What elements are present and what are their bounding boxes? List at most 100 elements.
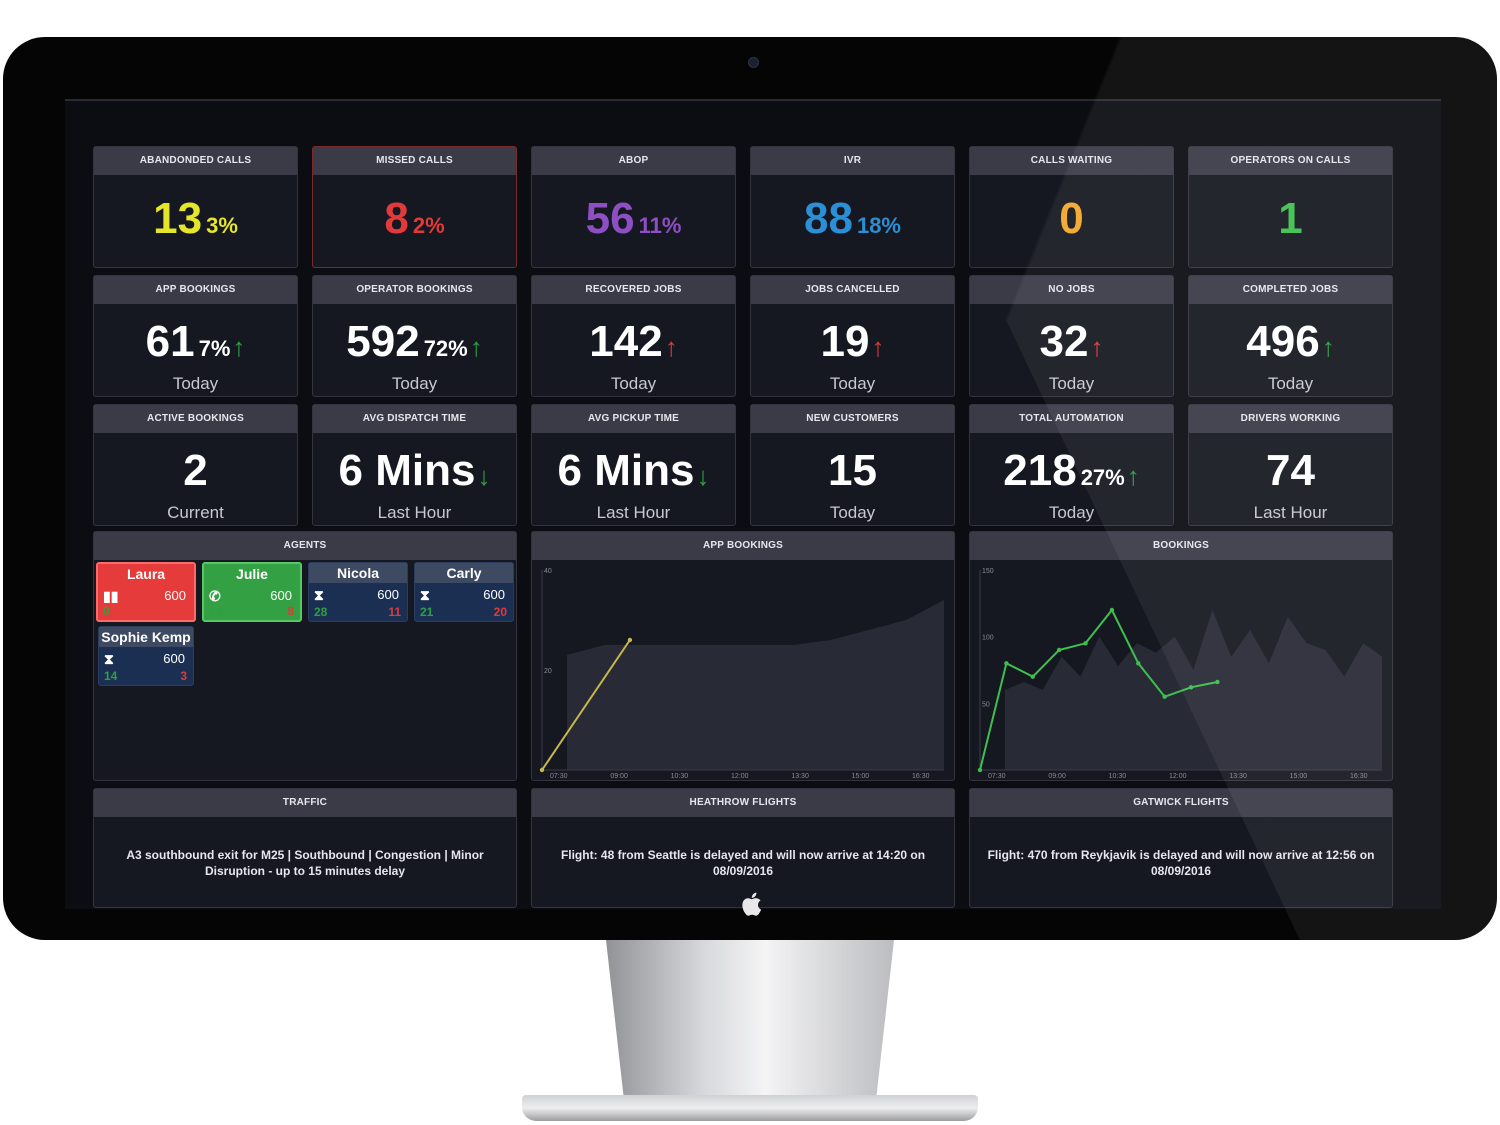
hourglass-icon: ⧗ bbox=[314, 587, 324, 603]
stat-tile[interactable]: IVR 88 18% bbox=[750, 146, 955, 268]
stat-tile[interactable]: AVG DISPATCH TIME 6 Mins↓ Last Hour bbox=[312, 404, 517, 526]
stat-title: AVG DISPATCH TIME bbox=[313, 405, 516, 433]
data-point bbox=[1188, 685, 1194, 690]
stat-value: 218 27%↑ bbox=[970, 449, 1173, 500]
stat-title: ABANDONDED CALLS bbox=[94, 147, 297, 175]
agent-card[interactable]: Carly ⧗ 600 21 20 bbox=[414, 562, 514, 622]
panel-title: AGENTS bbox=[94, 532, 516, 560]
stat-tile[interactable]: AVG PICKUP TIME 6 Mins↓ Last Hour bbox=[531, 404, 736, 526]
arrow-up-icon: ↑ bbox=[1090, 332, 1104, 362]
stat-tile[interactable]: OPERATOR BOOKINGS 592 72%↑ Today bbox=[312, 275, 517, 397]
agent-name: Nicola bbox=[309, 563, 407, 583]
stat-tile[interactable]: TOTAL AUTOMATION 218 27%↑ Today bbox=[969, 404, 1174, 526]
stat-tile[interactable]: APP BOOKINGS 61 7%↑ Today bbox=[93, 275, 298, 397]
stat-tile[interactable]: JOBS CANCELLED 19↑ Today bbox=[750, 275, 955, 397]
agents-panel: AGENTS Laura ▮▮ 600 0 Julie ✆ 600 14 8 Nicola ⧗ 600 2… bbox=[93, 531, 517, 781]
agent-value: 600 bbox=[163, 651, 185, 666]
dashboard-screen: ABANDONDED CALLS 13 3% MISSED CALLS 8 2% ABOP 5… bbox=[65, 99, 1441, 909]
stat-value: 2 bbox=[94, 449, 297, 493]
agent-card[interactable]: Laura ▮▮ 600 0 bbox=[96, 562, 196, 622]
stat-period: Today bbox=[610, 374, 657, 393]
monitor-bezel: ABANDONDED CALLS 13 3% MISSED CALLS 8 2% ABOP 5… bbox=[3, 37, 1497, 940]
panel-title: APP BOOKINGS bbox=[532, 532, 954, 560]
x-tick-label: 16:30 bbox=[912, 773, 930, 780]
stat-title: ACTIVE BOOKINGS bbox=[94, 405, 297, 433]
panel-title: GATWICK FLIGHTS bbox=[970, 789, 1392, 817]
data-point bbox=[1030, 674, 1035, 679]
panel-title: TRAFFIC bbox=[94, 789, 516, 817]
y-tick-label: 150 bbox=[982, 568, 994, 575]
panel-title: HEATHROW FLIGHTS bbox=[532, 789, 954, 817]
stat-title: NEW CUSTOMERS bbox=[751, 405, 954, 433]
y-tick-label: 40 bbox=[544, 568, 552, 575]
arrow-down-icon: ↓ bbox=[696, 461, 710, 491]
agent-count-green: 0 bbox=[103, 604, 110, 618]
heathrow-flights-panel: HEATHROW FLIGHTS Flight: 48 from Seattle … bbox=[531, 788, 955, 908]
stat-tile[interactable]: ABANDONDED CALLS 13 3% bbox=[93, 146, 298, 268]
stat-title: AVG PICKUP TIME bbox=[532, 405, 735, 433]
stat-value: 15 bbox=[751, 449, 954, 493]
series-line bbox=[979, 608, 1218, 771]
arrow-down-icon: ↓ bbox=[477, 461, 491, 491]
stat-tile[interactable]: COMPLETED JOBS 496↑ Today bbox=[1188, 275, 1393, 397]
stat-value: 592 72%↑ bbox=[313, 320, 516, 371]
arrow-up-icon: ↑ bbox=[1126, 461, 1140, 491]
stat-tile[interactable]: ACTIVE BOOKINGS 2 Current bbox=[93, 404, 298, 526]
stat-title: CALLS WAITING bbox=[970, 147, 1173, 175]
hourglass-icon: ⧗ bbox=[420, 587, 430, 603]
stat-tile[interactable]: RECOVERED JOBS 142↑ Today bbox=[531, 275, 736, 397]
stat-title: COMPLETED JOBS bbox=[1189, 276, 1392, 304]
data-point bbox=[977, 767, 983, 773]
agent-card[interactable]: Nicola ⧗ 600 28 11 bbox=[308, 562, 408, 622]
stat-period: Today bbox=[829, 503, 876, 522]
agent-card[interactable]: Sophie Kemp ⧗ 600 14 3 bbox=[98, 626, 194, 686]
stat-tile[interactable]: DRIVERS WORKING 74 Last Hour bbox=[1188, 404, 1393, 526]
stat-number: 8 bbox=[384, 194, 409, 243]
y-tick-label: 20 bbox=[544, 668, 552, 675]
stat-percent: 7% bbox=[198, 336, 231, 361]
stat-number: 61 bbox=[145, 317, 195, 366]
data-point bbox=[1136, 661, 1141, 666]
x-tick-label: 10:30 bbox=[1109, 773, 1127, 780]
x-tick-label: 07:30 bbox=[988, 773, 1006, 780]
arrow-up-icon: ↑ bbox=[1321, 332, 1335, 362]
stat-title: OPERATORS ON CALLS bbox=[1189, 147, 1392, 175]
stat-number: 496 bbox=[1246, 317, 1320, 366]
stat-number: 15 bbox=[828, 446, 877, 495]
stat-value: 32↑ bbox=[970, 320, 1173, 369]
stat-tile[interactable]: ABOP 56 11% bbox=[531, 146, 736, 268]
agent-count-red: 20 bbox=[493, 605, 507, 619]
stat-value: 6 Mins↓ bbox=[313, 449, 516, 498]
agent-name: Sophie Kemp bbox=[99, 627, 193, 647]
stat-period: Today bbox=[391, 374, 438, 393]
agent-count-green: 21 bbox=[420, 605, 434, 619]
stat-tile[interactable]: OPERATORS ON CALLS 1 bbox=[1188, 146, 1393, 268]
stat-number: 592 bbox=[346, 317, 420, 366]
stat-period: Last Hour bbox=[596, 503, 671, 522]
stat-number: 88 bbox=[804, 194, 853, 243]
agent-card[interactable]: Julie ✆ 600 14 8 bbox=[202, 562, 302, 622]
gatwick-flights-panel: GATWICK FLIGHTS Flight: 470 from Reykjavi… bbox=[969, 788, 1393, 908]
stat-tile[interactable]: NEW CUSTOMERS 15 Today bbox=[750, 404, 955, 526]
previous-period-area bbox=[1005, 610, 1382, 770]
phone-icon: ✆ bbox=[209, 588, 221, 604]
stat-tile[interactable]: MISSED CALLS 8 2% bbox=[312, 146, 517, 268]
stat-period: Last Hour bbox=[377, 503, 452, 522]
stat-value: 142↑ bbox=[532, 320, 735, 369]
stat-percent: 18% bbox=[856, 213, 901, 238]
stat-tile[interactable]: NO JOBS 32↑ Today bbox=[969, 275, 1174, 397]
pause-icon: ▮▮ bbox=[103, 588, 119, 604]
x-tick-label: 10:30 bbox=[671, 773, 689, 780]
stat-number: 142 bbox=[589, 317, 663, 366]
data-point bbox=[1162, 694, 1167, 699]
stat-period: Last Hour bbox=[1253, 503, 1328, 522]
stat-tile[interactable]: CALLS WAITING 0 bbox=[969, 146, 1174, 268]
stat-value: 19↑ bbox=[751, 320, 954, 369]
x-tick-label: 09:00 bbox=[610, 773, 628, 780]
panel-message: Flight: 470 from Reykjavik is delayed an… bbox=[987, 848, 1375, 878]
panel-body: 20 40 07:30 09:00 10:30 12:00 13:30 15:00 16:30 bbox=[532, 560, 954, 780]
x-tick-label: 09:00 bbox=[1048, 773, 1066, 780]
stat-number: 56 bbox=[585, 194, 635, 243]
panel-message: A3 southbound exit for M25 | Southbound … bbox=[126, 848, 484, 878]
x-tick-label: 12:00 bbox=[1169, 773, 1187, 780]
